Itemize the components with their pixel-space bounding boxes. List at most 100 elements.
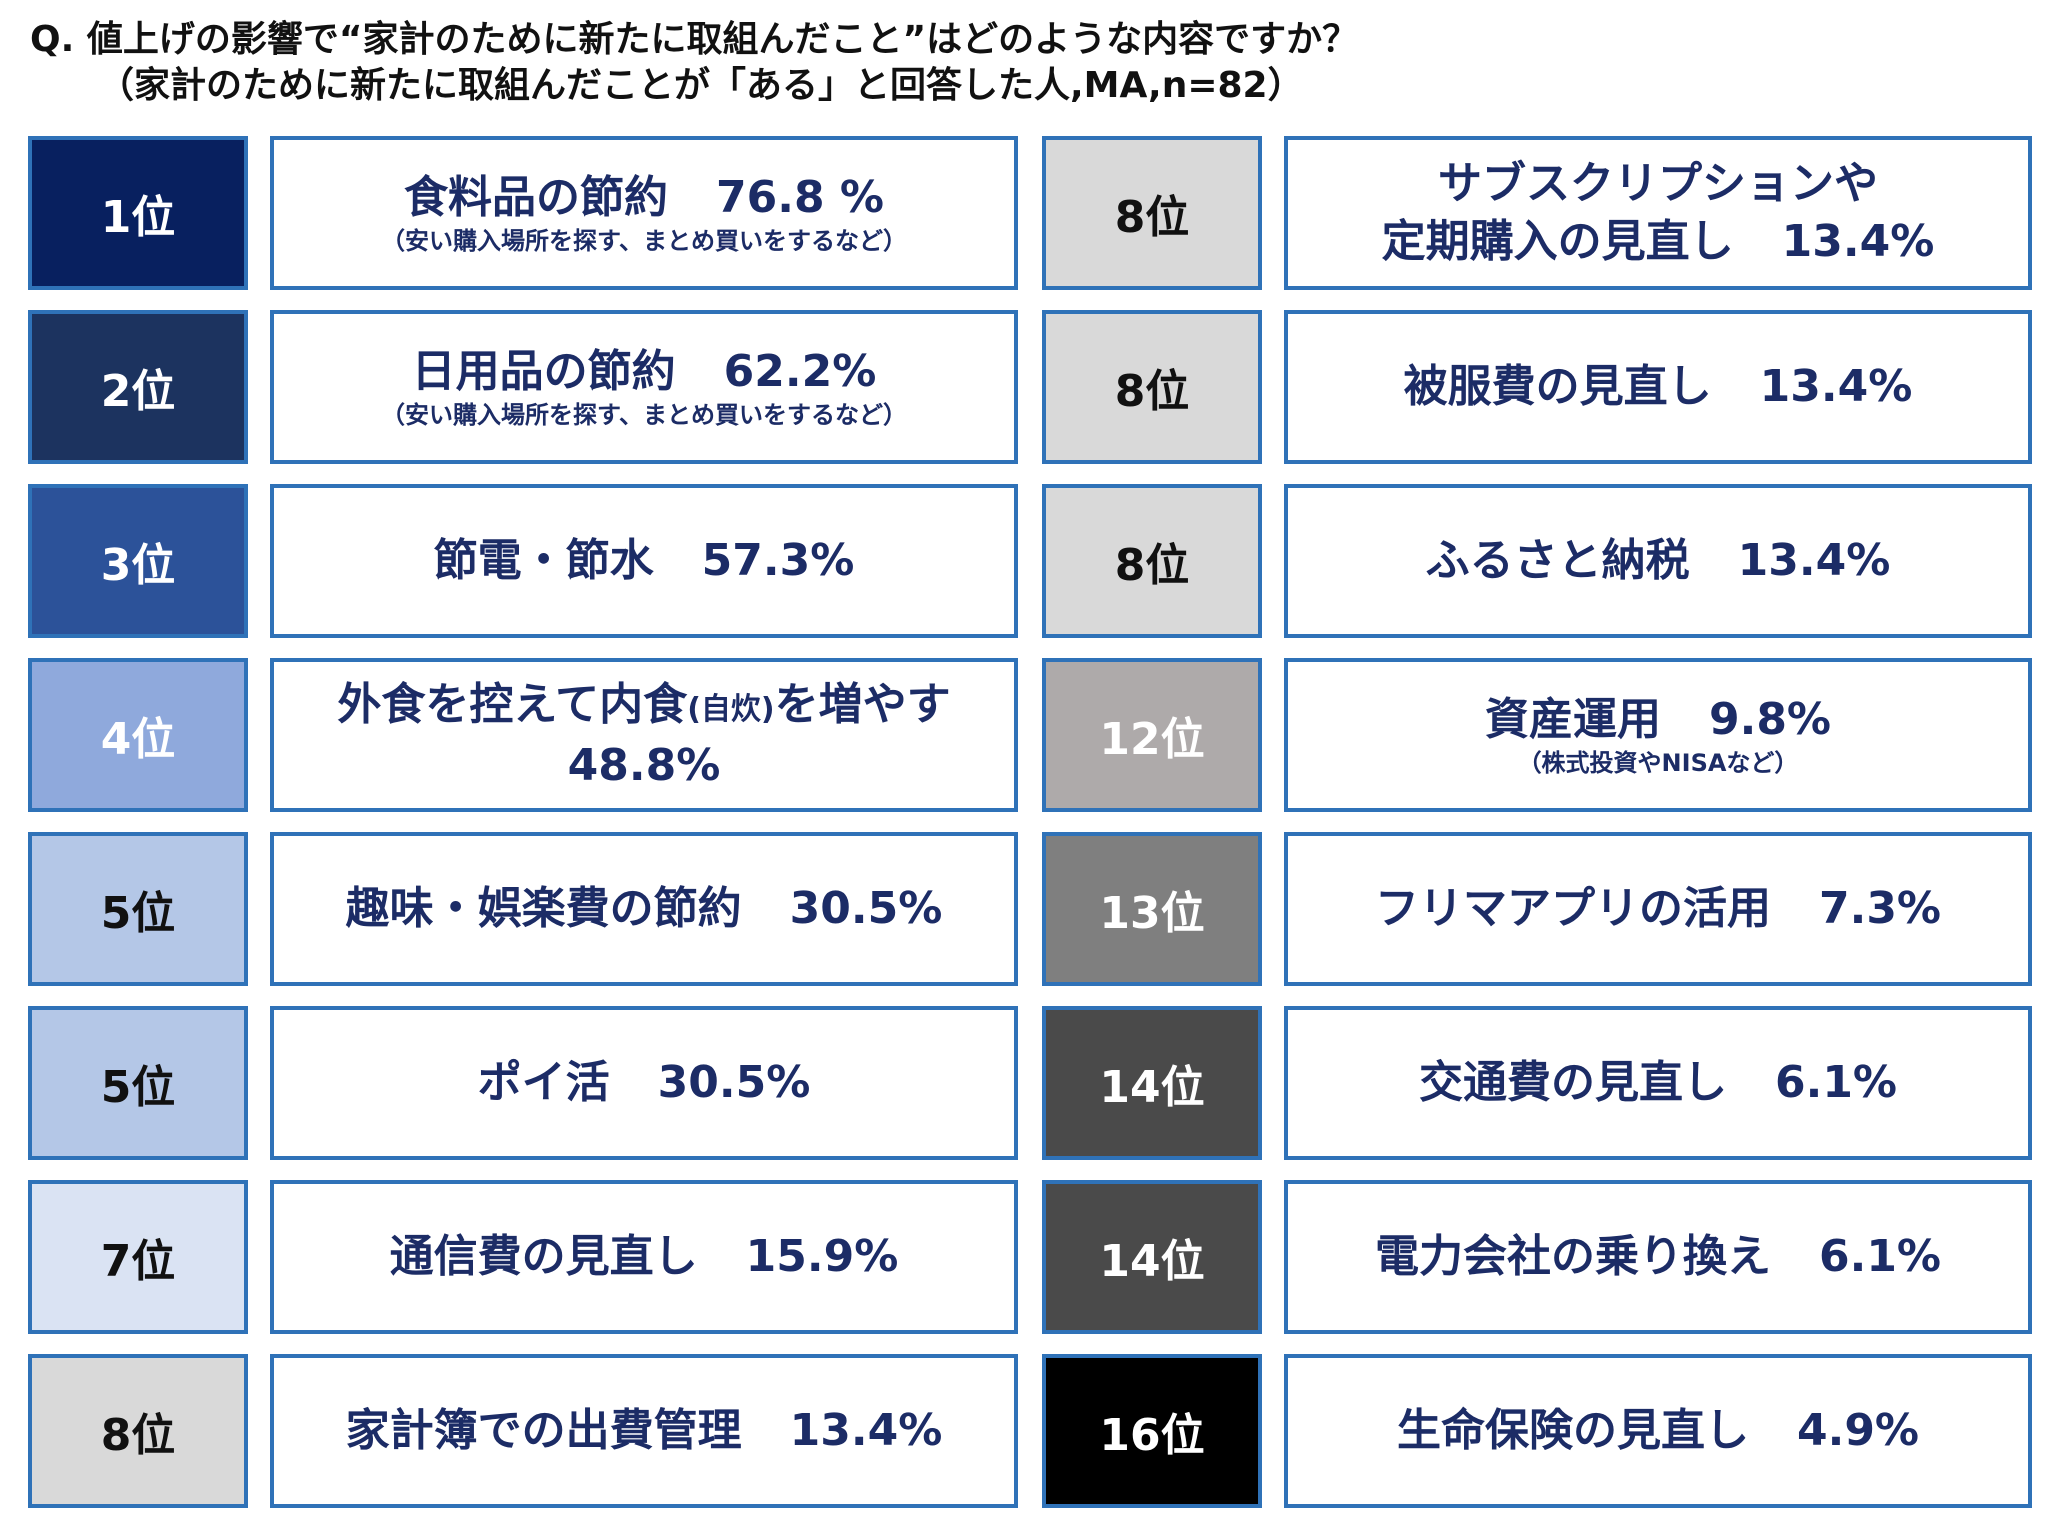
item-label: 電力会社の乗り換え (1374, 1231, 1771, 1282)
ranking-row: 5位 ポイ活 30.5% (28, 1006, 1028, 1160)
item-label: ポイ活 (477, 1057, 610, 1108)
item-label-line2: 定期購入の見直し (1381, 216, 1734, 267)
item-label: 家計簿での出費管理 (345, 1405, 742, 1456)
item-value: 13.4% (789, 1405, 943, 1456)
item-box: 資産運用 9.8% （株式投資やNISAなど） (1284, 658, 2032, 812)
rank-badge: 8位 (1042, 484, 1262, 638)
item-label: 外食を控えて内食 (337, 678, 688, 730)
item-main-text: 交通費の見直し 6.1% (1419, 1055, 1897, 1111)
rank-badge: 12位 (1042, 658, 1262, 812)
ranking-row: 14位 電力会社の乗り換え 6.1% (1042, 1180, 2042, 1334)
rank-badge: 4位 (28, 658, 248, 812)
item-value: 48.8% (567, 739, 721, 791)
item-main-text: 節電・節水 57.3% (434, 533, 855, 589)
item-box: 被服費の見直し 13.4% (1284, 310, 2032, 464)
item-main-text: 家計簿での出費管理 13.4% (346, 1403, 943, 1459)
ranking-row: 8位 サブスクリプションや定期購入の見直し 13.4% (1042, 136, 2042, 290)
item-value: 9.8% (1708, 694, 1832, 745)
rank-badge: 14位 (1042, 1006, 1262, 1160)
item-label: 通信費の見直し (389, 1231, 698, 1282)
ranking-row: 16位 生命保険の見直し 4.9% (1042, 1354, 2042, 1508)
item-value: 62.2% (723, 346, 877, 397)
ranking-row: 5位 趣味・娯楽費の節約 30.5% (28, 832, 1028, 986)
ranking-row: 2位 日用品の節約 62.2% （安い購入場所を探す、まとめ買いをするなど） (28, 310, 1028, 464)
ranking-row: 8位 被服費の見直し 13.4% (1042, 310, 2042, 464)
item-main-text: ふるさと納税 13.4% (1426, 533, 1891, 589)
ranking-row: 4位 外食を控えて内食(自炊)を増やす 48.8% (28, 658, 1028, 812)
item-main-text: 趣味・娯楽費の節約 30.5% (346, 881, 943, 937)
item-box: 生命保険の見直し 4.9% (1284, 1354, 2032, 1508)
item-label: 食料品の節約 (404, 172, 669, 223)
item-main-text: 電力会社の乗り換え 6.1% (1375, 1229, 1941, 1285)
rank-badge: 16位 (1042, 1354, 1262, 1508)
ranking-row: 14位 交通費の見直し 6.1% (1042, 1006, 2042, 1160)
ranking-row: 7位 通信費の見直し 15.9% (28, 1180, 1028, 1334)
item-value: 13.4% (1759, 361, 1913, 412)
item-box: 趣味・娯楽費の節約 30.5% (270, 832, 1018, 986)
item-value: 13.4% (1781, 216, 1935, 267)
item-box: サブスクリプションや定期購入の見直し 13.4% (1284, 136, 2032, 290)
item-label: 被服費の見直し (1403, 361, 1712, 412)
item-box: ポイ活 30.5% (270, 1006, 1018, 1160)
item-value: 6.1% (1774, 1057, 1898, 1108)
ranking-row: 8位 家計簿での出費管理 13.4% (28, 1354, 1028, 1508)
rank-badge: 8位 (1042, 136, 1262, 290)
item-box: 食料品の節約 76.8 % （安い購入場所を探す、まとめ買いをするなど） (270, 136, 1018, 290)
rank-badge: 2位 (28, 310, 248, 464)
item-label: 資産運用 (1484, 694, 1661, 745)
item-box: フリマアプリの活用 7.3% (1284, 832, 2032, 986)
item-label: 節電・節水 (433, 535, 654, 586)
item-value: 6.1% (1818, 1231, 1942, 1282)
item-value: 15.9% (745, 1231, 899, 1282)
ranking-row: 13位 フリマアプリの活用 7.3% (1042, 832, 2042, 986)
item-main-text: 資産運用 9.8% (1485, 692, 1831, 748)
item-box: 電力会社の乗り換え 6.1% (1284, 1180, 2032, 1334)
item-box: 家計簿での出費管理 13.4% (270, 1354, 1018, 1508)
ranking-row: 3位 節電・節水 57.3% (28, 484, 1028, 638)
rank-badge: 8位 (28, 1354, 248, 1508)
item-main-text: サブスクリプションや定期購入の見直し 13.4% (1382, 155, 1935, 271)
item-box: 外食を控えて内食(自炊)を増やす 48.8% (270, 658, 1018, 812)
rank-badge: 7位 (28, 1180, 248, 1334)
rank-badge: 13位 (1042, 832, 1262, 986)
item-label: 趣味・娯楽費の節約 (345, 883, 742, 934)
item-note: （株式投資やNISAなど） (1517, 749, 1799, 777)
item-label: フリマアプリの活用 (1374, 883, 1771, 934)
item-value: 4.9% (1796, 1405, 1920, 1456)
rank-badge: 5位 (28, 1006, 248, 1160)
item-value: 30.5% (789, 883, 943, 934)
ranking-row: 1位 食料品の節約 76.8 % （安い購入場所を探す、まとめ買いをするなど） (28, 136, 1028, 290)
ranking-row: 12位 資産運用 9.8% （株式投資やNISAなど） (1042, 658, 2042, 812)
item-main-text: フリマアプリの活用 7.3% (1375, 881, 1941, 937)
item-value: 30.5% (657, 1057, 811, 1108)
item-label: 日用品の節約 (411, 346, 676, 397)
item-value: 13.4% (1737, 535, 1891, 586)
item-main-text: 被服費の見直し 13.4% (1404, 359, 1913, 415)
rank-badge: 5位 (28, 832, 248, 986)
rank-badge: 3位 (28, 484, 248, 638)
item-box: 通信費の見直し 15.9% (270, 1180, 1018, 1334)
item-main-text: 通信費の見直し 15.9% (390, 1229, 899, 1285)
rank-badge: 14位 (1042, 1180, 1262, 1334)
question-subtitle: （家計のために新たに取組んだことが「ある」と回答した人,MA,n=82） (98, 65, 1304, 106)
item-note: （安い購入場所を探す、まとめ買いをするなど） (380, 227, 908, 255)
question-title: Q. 値上げの影響で“家計のために新たに取組んだこと”はどのような内容ですか？ (30, 19, 1359, 60)
item-label: サブスクリプションや (1438, 158, 1878, 209)
item-box: ふるさと納税 13.4% (1284, 484, 2032, 638)
rank-badge: 8位 (1042, 310, 1262, 464)
item-box: 日用品の節約 62.2% （安い購入場所を探す、まとめ買いをするなど） (270, 310, 1018, 464)
item-label: 生命保険の見直し (1396, 1405, 1749, 1456)
item-note: （安い購入場所を探す、まとめ買いをするなど） (380, 401, 908, 429)
item-label-line2-wrap: 定期購入の見直し 13.4% (1382, 213, 1935, 271)
item-main-text: ポイ活 30.5% (478, 1055, 811, 1111)
item-label-tail: を増やす (774, 678, 951, 730)
item-main-text: 外食を控えて内食(自炊)を増やす 48.8% (337, 677, 950, 794)
item-main-text: 生命保険の見直し 4.9% (1397, 1403, 1919, 1459)
item-label-paren: (自炊) (687, 691, 775, 727)
item-main-text: 食料品の節約 76.8 % (404, 170, 884, 226)
item-label-wrap: 外食を控えて内食(自炊)を増やす (337, 677, 950, 738)
item-value: 7.3% (1818, 883, 1942, 934)
item-label: ふるさと納税 (1425, 535, 1690, 586)
item-box: 節電・節水 57.3% (270, 484, 1018, 638)
item-label: 交通費の見直し (1418, 1057, 1727, 1108)
